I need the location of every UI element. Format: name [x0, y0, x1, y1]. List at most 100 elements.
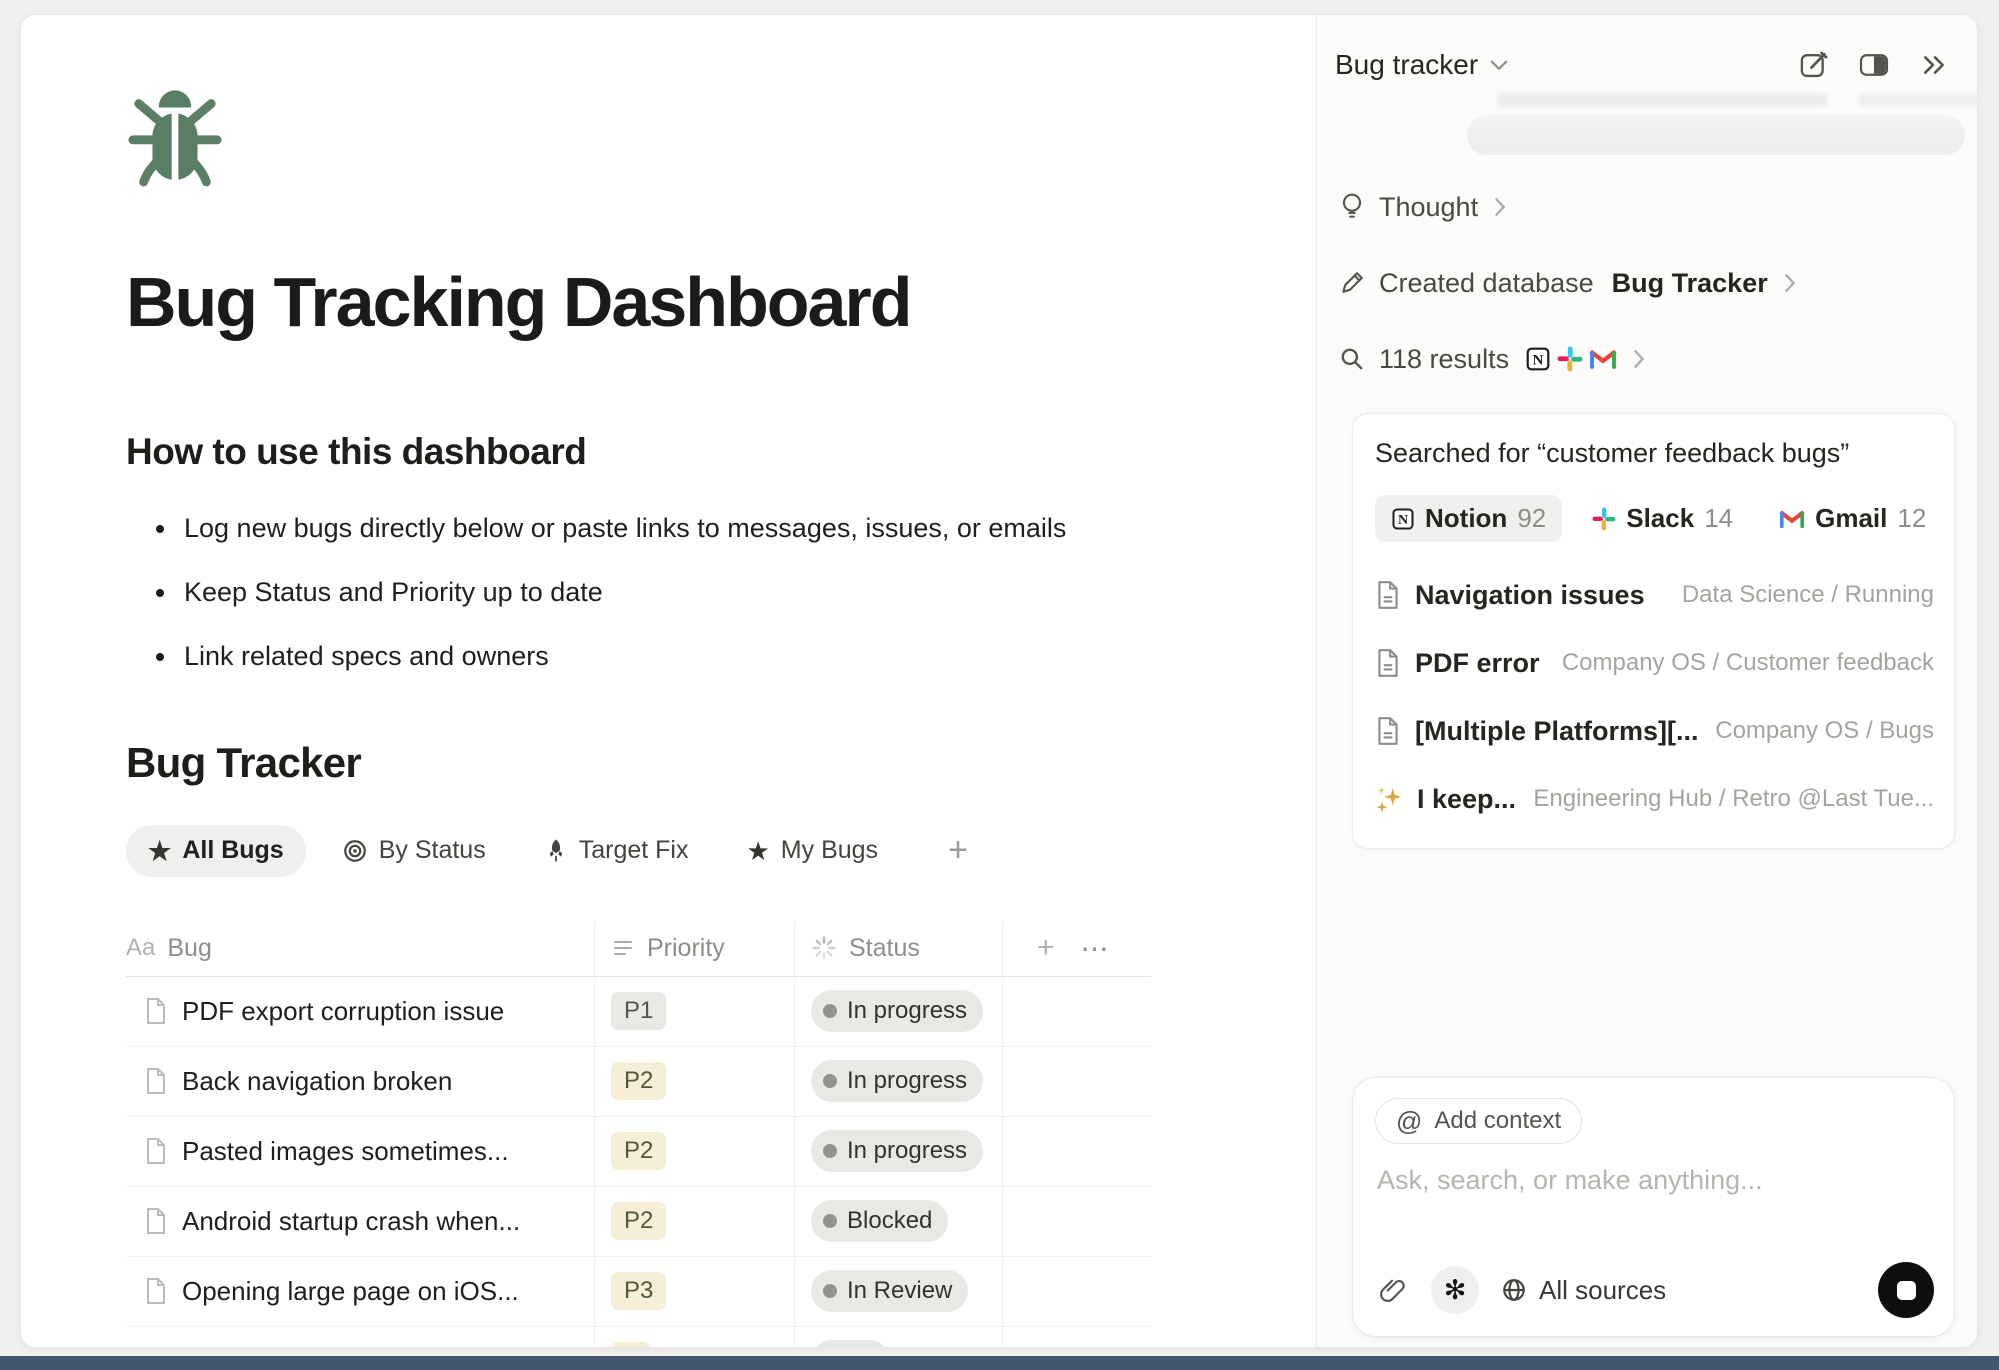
gmail-icon	[1589, 349, 1617, 369]
gmail-icon	[1779, 509, 1805, 528]
result-title: Navigation issues	[1415, 579, 1645, 610]
tab-target-fix[interactable]: Target Fix	[522, 825, 711, 877]
document-area: Bug Tracking Dashboard How to use this d…	[21, 15, 1318, 1347]
bug-page-icon[interactable]	[126, 77, 224, 187]
sparkles-icon	[1376, 786, 1402, 813]
chip-label: Gmail	[1815, 503, 1888, 533]
page-icon	[1378, 649, 1398, 677]
chip-gmail[interactable]: Gmail 12	[1763, 495, 1942, 542]
bug-title: Opening large page on iOS...	[182, 1275, 519, 1306]
tab-my-bugs[interactable]: ★ My Bugs	[724, 825, 900, 877]
svg-text:N: N	[1398, 513, 1408, 528]
result-breadcrumb: Engineering Hub / Retro @Last Tue...	[1533, 785, 1934, 812]
table-header-row: Aa Bug Priority	[126, 920, 1151, 977]
step-label: 118 results	[1379, 343, 1510, 374]
table-header-controls: + ⋯	[1002, 920, 1151, 976]
priority-pill[interactable]: P2	[611, 1062, 667, 1101]
new-thread-button[interactable]	[1797, 50, 1831, 80]
stop-icon	[1896, 1280, 1916, 1300]
page-title: Bug Tracking Dashboard	[126, 263, 912, 341]
table-row[interactable]: Pasted images sometimes... P2 In progres…	[126, 1116, 1151, 1187]
table-row[interactable]: Opening large page on iOS... P3 In Revie…	[126, 1256, 1151, 1327]
chip-label: Slack	[1626, 503, 1695, 533]
table-row[interactable]: PDF export corruption issue P1 In progre…	[126, 976, 1151, 1047]
bug-title: Pasted images sometimes...	[182, 1135, 509, 1166]
add-context-button[interactable]: @ Add context	[1375, 1098, 1583, 1144]
window-bottom-edge	[0, 1356, 1999, 1370]
paperclip-icon	[1380, 1279, 1405, 1302]
add-context-label: Add context	[1434, 1107, 1562, 1134]
column-header-priority[interactable]: Priority	[594, 920, 794, 976]
chip-slack[interactable]: Slack 14	[1576, 495, 1749, 542]
sidebar-actions	[1797, 50, 1951, 80]
stop-button[interactable]	[1878, 1262, 1934, 1318]
add-view-button[interactable]: +	[948, 831, 968, 870]
list-item: Keep Status and Priority up to date	[156, 561, 1318, 625]
result-item[interactable]: [Multiple Platforms][... Company OS / Bu…	[1375, 706, 1934, 756]
priority-pill[interactable]: P2	[611, 1132, 667, 1171]
step-search-results[interactable]: 118 results N	[1339, 337, 1977, 381]
sidebar-header: Bug tracker	[1317, 15, 1977, 81]
all-sources-button[interactable]: All sources	[1501, 1275, 1666, 1306]
table-row[interactable]: Back navigation broken P2 In progress	[126, 1046, 1151, 1117]
search-results-list: Navigation issues Data Science / Running…	[1375, 570, 1934, 824]
result-item[interactable]: Navigation issues Data Science / Running	[1375, 570, 1934, 620]
status-pill[interactable]: Blocked	[811, 1200, 949, 1243]
step-label: Created database	[1379, 267, 1594, 298]
bug-title: PDF export corruption issue	[182, 995, 505, 1026]
status-pill[interactable]: In progress	[811, 1130, 984, 1173]
bullet-text: Log new bugs directly below or paste lin…	[184, 513, 1067, 544]
tab-all-bugs[interactable]: ★ All Bugs	[126, 824, 306, 877]
prompt-input[interactable]	[1375, 1164, 1905, 1197]
result-breadcrumb: Data Science / Running	[1681, 581, 1934, 608]
chat-composer: @ Add context ✻	[1352, 1077, 1955, 1337]
star-icon: ★	[148, 835, 172, 866]
status-pill[interactable]: In Review	[811, 1270, 969, 1313]
svg-text:N: N	[1533, 351, 1544, 368]
notion-icon: N	[1526, 347, 1550, 371]
source-filter-chips: N Notion 92 Slack 14	[1375, 495, 1934, 542]
priority-pill[interactable]: P1	[611, 992, 667, 1031]
table-options-button[interactable]: ⋯	[1080, 932, 1111, 964]
thread-title-dropdown[interactable]: Bug tracker	[1335, 49, 1508, 81]
status-property-icon	[812, 936, 836, 960]
result-item[interactable]: PDF error Company OS / Customer feedback	[1375, 638, 1934, 688]
chip-notion[interactable]: N Notion 92	[1375, 495, 1563, 542]
target-icon	[343, 839, 366, 862]
bug-title: Android startup crash when...	[182, 1205, 521, 1236]
compose-icon	[1800, 51, 1828, 78]
step-thought[interactable]: Thought	[1339, 185, 1977, 229]
status-dot-icon	[823, 1214, 837, 1229]
add-property-button[interactable]: +	[1037, 931, 1055, 965]
table-row-partial[interactable]	[126, 1326, 1151, 1347]
result-breadcrumb: Company OS / Customer feedback	[1561, 649, 1934, 676]
status-pill	[811, 1340, 890, 1347]
tab-by-status[interactable]: By Status	[320, 825, 508, 877]
page-icon	[147, 998, 165, 1025]
list-property-icon	[614, 941, 632, 956]
chip-count: 12	[1897, 503, 1927, 533]
tab-label: All Bugs	[182, 836, 284, 865]
search-icon	[1341, 348, 1363, 370]
status-pill[interactable]: In progress	[811, 990, 984, 1033]
collapse-sidebar-button[interactable]	[1917, 50, 1951, 80]
notion-icon: N	[1392, 508, 1414, 529]
status-dot-icon	[823, 1144, 837, 1159]
bug-table: Aa Bug Priority	[126, 920, 1151, 1347]
priority-pill[interactable]: P3	[611, 1272, 667, 1311]
toggle-panel-button[interactable]	[1857, 50, 1891, 80]
status-pill[interactable]: In progress	[811, 1060, 984, 1103]
search-results-card: Searched for “customer feedback bugs” N …	[1352, 413, 1955, 849]
column-header-bug[interactable]: Aa Bug	[126, 921, 594, 976]
result-title: [Multiple Platforms][...	[1415, 715, 1699, 746]
table-row[interactable]: Android startup crash when... P2 Blocked	[126, 1186, 1151, 1257]
column-header-status[interactable]: Status	[794, 920, 1002, 976]
result-item[interactable]: I keep... Engineering Hub / Retro @Last …	[1375, 774, 1934, 824]
view-tabs: ★ All Bugs By Status Target Fix	[126, 824, 1318, 877]
list-item: Log new bugs directly below or paste lin…	[156, 497, 1318, 561]
composer-toolbar: ✻ All sources	[1375, 1262, 1934, 1318]
priority-pill[interactable]: P2	[611, 1202, 667, 1241]
attach-file-button[interactable]	[1375, 1275, 1409, 1305]
model-selector-button[interactable]: ✻	[1431, 1266, 1479, 1314]
step-created-database[interactable]: Created database Bug Tracker	[1339, 261, 1977, 305]
